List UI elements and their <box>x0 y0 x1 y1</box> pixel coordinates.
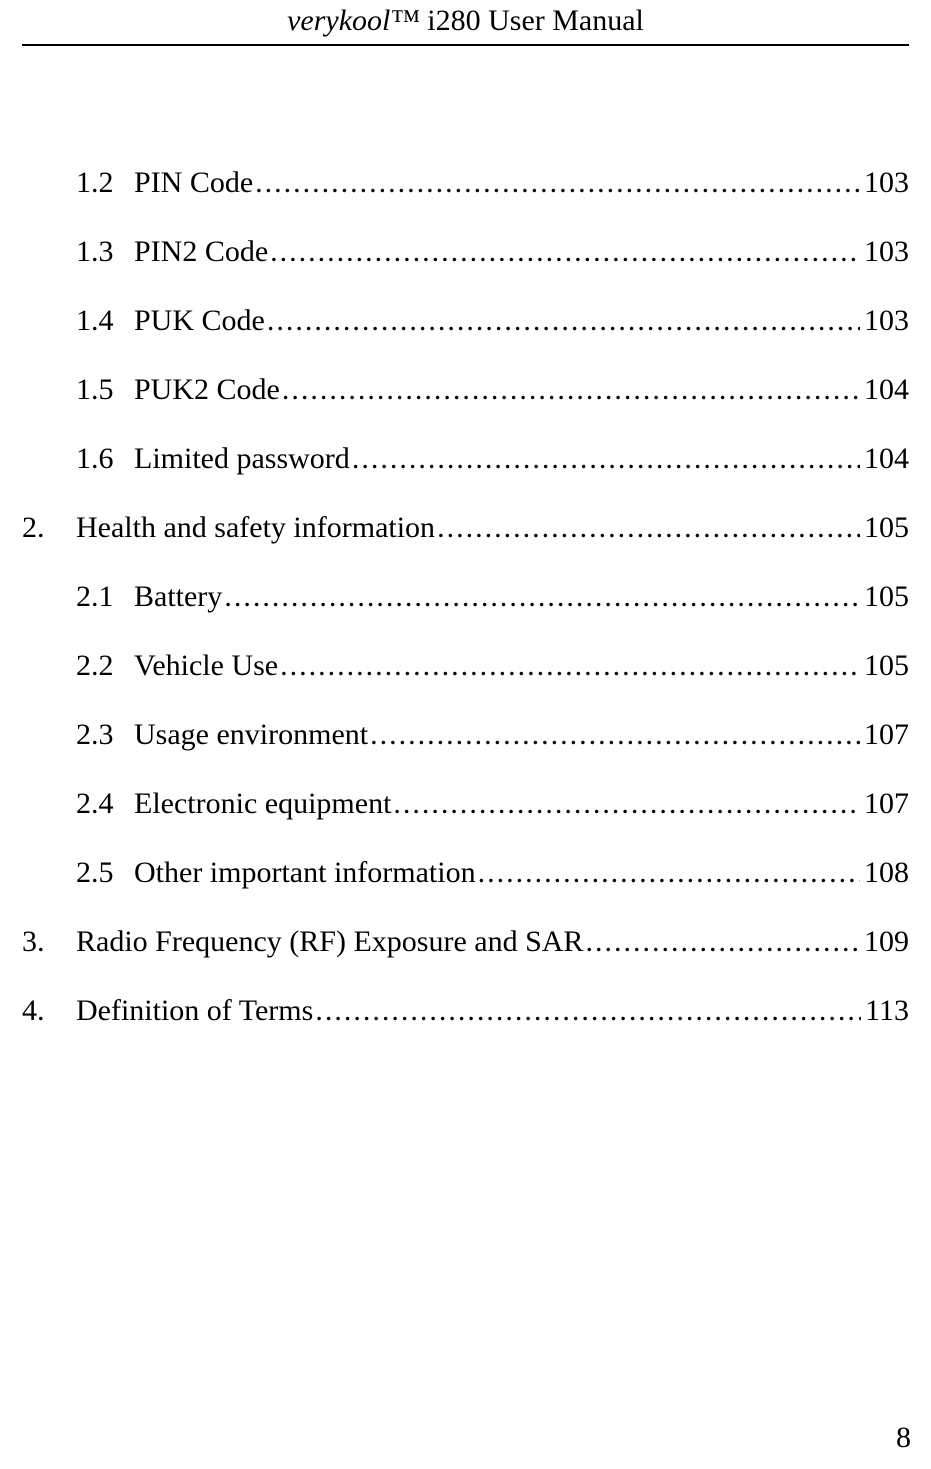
toc-page: 107 <box>860 718 909 752</box>
toc-page: 107 <box>860 787 909 821</box>
toc-dot-leader <box>476 856 860 890</box>
header-title: i280 User Manual <box>420 4 644 37</box>
toc-entry: 1.3 PIN2 Code 103 <box>22 235 909 269</box>
toc-page: 109 <box>860 925 909 959</box>
toc-title: Other important information <box>134 856 476 890</box>
toc-title: Definition of Terms <box>76 994 313 1028</box>
toc-entry: 1.5 PUK2 Code 104 <box>22 373 909 407</box>
toc-page: 108 <box>860 856 909 890</box>
toc-dot-leader <box>368 718 860 752</box>
toc-entry: 2.4 Electronic equipment 107 <box>22 787 909 821</box>
header-brand: verykool™ <box>287 4 420 37</box>
toc-entry: 2.5 Other important information 108 <box>22 856 909 890</box>
toc-number: 2.4 <box>76 787 134 821</box>
toc-page: 105 <box>860 580 909 614</box>
toc-number: 2.5 <box>76 856 134 890</box>
toc-title: Radio Frequency (RF) Exposure and SAR <box>76 925 583 959</box>
toc-entry: 1.6 Limited password 104 <box>22 442 909 476</box>
toc-title: Limited password <box>134 442 350 476</box>
toc-page: 105 <box>860 649 909 683</box>
toc-page: 105 <box>860 511 909 545</box>
toc-number: 2.3 <box>76 718 134 752</box>
toc-title: PIN Code <box>134 166 253 200</box>
page-header: verykool™ i280 User Manual <box>22 0 909 46</box>
toc-dot-leader <box>583 925 860 959</box>
toc-title: Vehicle Use <box>134 649 278 683</box>
toc-number: 1.6 <box>76 442 134 476</box>
toc-number: 4. <box>22 994 76 1028</box>
toc-page: 113 <box>861 994 909 1028</box>
toc-number: 2. <box>22 511 76 545</box>
toc-dot-leader <box>253 166 860 200</box>
toc-entry: 2. Health and safety information 105 <box>22 511 909 545</box>
toc-entry: 4. Definition of Terms 113 <box>22 994 909 1028</box>
toc-dot-leader <box>278 649 860 683</box>
toc-title: PUK Code <box>134 304 265 338</box>
toc-entry: 1.2 PIN Code 103 <box>22 166 909 200</box>
toc-entry: 2.1 Battery 105 <box>22 580 909 614</box>
toc-number: 1.2 <box>76 166 134 200</box>
toc-title: Electronic equipment <box>134 787 391 821</box>
toc-number: 2.1 <box>76 580 134 614</box>
toc-dot-leader <box>268 235 860 269</box>
toc-number: 1.3 <box>76 235 134 269</box>
toc-dot-leader <box>350 442 860 476</box>
toc-entry: 2.2 Vehicle Use 105 <box>22 649 909 683</box>
toc-title: PIN2 Code <box>134 235 268 269</box>
table-of-contents: 1.2 PIN Code 103 1.3 PIN2 Code 103 1.4 P… <box>0 166 931 1028</box>
toc-dot-leader <box>280 373 860 407</box>
toc-title: Battery <box>134 580 222 614</box>
toc-number: 3. <box>22 925 76 959</box>
toc-dot-leader <box>222 580 860 614</box>
toc-title: PUK2 Code <box>134 373 280 407</box>
toc-dot-leader <box>265 304 860 338</box>
toc-dot-leader <box>313 994 861 1028</box>
toc-dot-leader <box>391 787 860 821</box>
toc-number: 2.2 <box>76 649 134 683</box>
toc-entry: 3. Radio Frequency (RF) Exposure and SAR… <box>22 925 909 959</box>
toc-entry: 2.3 Usage environment 107 <box>22 718 909 752</box>
toc-page: 103 <box>860 235 909 269</box>
toc-title: Usage environment <box>134 718 368 752</box>
page-number: 8 <box>896 1421 911 1455</box>
toc-page: 104 <box>860 442 909 476</box>
toc-page: 103 <box>860 166 909 200</box>
toc-page: 103 <box>860 304 909 338</box>
toc-entry: 1.4 PUK Code 103 <box>22 304 909 338</box>
toc-page: 104 <box>860 373 909 407</box>
toc-title: Health and safety information <box>76 511 435 545</box>
toc-number: 1.5 <box>76 373 134 407</box>
toc-number: 1.4 <box>76 304 134 338</box>
toc-dot-leader <box>435 511 860 545</box>
